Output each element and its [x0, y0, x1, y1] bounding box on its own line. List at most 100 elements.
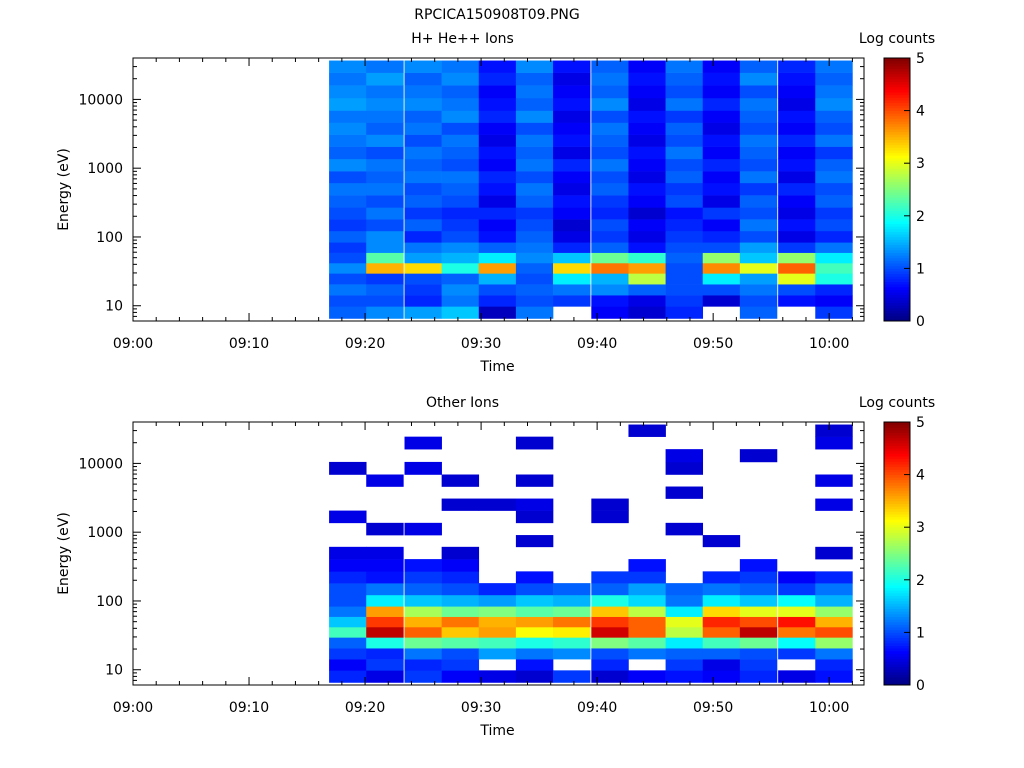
- colorbar-segment: [884, 94, 910, 98]
- heatmap-cell: [739, 263, 778, 274]
- heatmap-cell: [815, 97, 853, 111]
- colorbar-segment: [884, 653, 910, 657]
- colorbar-segment: [884, 561, 910, 565]
- heatmap-cell: [702, 583, 741, 596]
- colorbar-segment: [884, 297, 910, 301]
- heatmap-cell: [404, 158, 442, 172]
- colorbar-segment: [884, 163, 910, 167]
- colorbar-segment: [884, 152, 910, 156]
- colorbar-segment: [884, 142, 910, 146]
- heatmap-cell: [515, 606, 554, 617]
- heatmap-cell: [329, 195, 367, 208]
- heatmap-cell: [553, 252, 591, 264]
- heatmap-cell: [404, 219, 442, 232]
- heatmap-cell: [404, 306, 442, 319]
- heatmap-cell: [515, 273, 554, 285]
- colorbar-segment: [884, 168, 910, 172]
- heatmap-cell: [628, 594, 666, 607]
- heatmap-cell: [702, 207, 741, 220]
- heatmap-cell: [702, 146, 741, 160]
- heatmap-cell: [404, 583, 442, 596]
- colorbar-segment: [884, 310, 910, 314]
- heatmap-cell: [778, 594, 816, 607]
- colorbar-tick-label: 2: [916, 209, 925, 225]
- colorbar-segment: [884, 500, 910, 504]
- heatmap-cell: [778, 242, 816, 253]
- heatmap-cell: [441, 284, 480, 296]
- colorbar-segment: [884, 632, 910, 636]
- heatmap-cell: [329, 230, 367, 243]
- heatmap-cell: [553, 594, 591, 607]
- heatmap-cell: [515, 627, 554, 638]
- heatmap-cell: [778, 182, 816, 196]
- heatmap-cell: [366, 171, 404, 184]
- heatmap-cell: [441, 207, 480, 220]
- heatmap-cell: [591, 195, 629, 208]
- heatmap-cell: [815, 583, 853, 596]
- heatmap-cell: [665, 583, 704, 596]
- heatmap-cell: [366, 230, 404, 243]
- heatmap-cell: [404, 207, 442, 220]
- colorbar-segment: [884, 669, 910, 673]
- heatmap-cell: [591, 606, 629, 617]
- heatmap-cell: [739, 616, 778, 628]
- heatmap-cell: [628, 171, 666, 184]
- heatmap-cell: [478, 110, 517, 123]
- heatmap-cell: [665, 122, 704, 135]
- colorbar-segment: [884, 427, 910, 431]
- heatmap-cell: [628, 571, 666, 584]
- heatmap-cell: [591, 670, 629, 683]
- heatmap-cell: [815, 648, 853, 660]
- colorbar-segment: [884, 629, 910, 633]
- heatmap-cell: [515, 252, 554, 264]
- heatmap-cell: [702, 110, 741, 123]
- heatmap-cell: [628, 195, 666, 208]
- colorbar-segment: [884, 252, 910, 256]
- heatmap-cell: [815, 571, 853, 584]
- colorbar-segment: [884, 92, 910, 96]
- heatmap-cell: [702, 627, 741, 638]
- y-tick-label: 100: [96, 594, 123, 610]
- colorbar-segment: [884, 506, 910, 510]
- colorbar-segment: [884, 516, 910, 520]
- colorbar-segment: [884, 435, 910, 439]
- heatmap-cell: [665, 242, 704, 253]
- heatmap-cell: [329, 219, 367, 232]
- colorbar-segment: [884, 553, 910, 557]
- heatmap-cell: [739, 273, 778, 285]
- heatmap-cell: [665, 594, 704, 607]
- heatmap-cell: [478, 594, 517, 607]
- heatmap-cell: [815, 252, 853, 264]
- heatmap-cell: [815, 85, 853, 99]
- colorbar-segment: [884, 495, 910, 499]
- colorbar-segment: [884, 577, 910, 581]
- colorbar-segment: [884, 429, 910, 433]
- colorbar-segment: [884, 606, 910, 610]
- heatmap-cell: [591, 594, 629, 607]
- colorbar-segment: [884, 263, 910, 267]
- colorbar-segment: [884, 165, 910, 169]
- heatmap-cell: [515, 306, 554, 319]
- heatmap-cell: [591, 498, 629, 511]
- heatmap-cell: [329, 85, 367, 99]
- heatmap-cell: [515, 616, 554, 628]
- heatmap-cell: [553, 195, 591, 208]
- x-axis-label: Time: [479, 359, 514, 375]
- colorbar-segment: [884, 640, 910, 644]
- colorbar-segment: [884, 529, 910, 533]
- x-tick-label: 09:20: [345, 700, 385, 716]
- heatmap-cell: [478, 158, 517, 172]
- heatmap-cell: [441, 134, 480, 147]
- colorbar-segment: [884, 603, 910, 607]
- heatmap-cell: [329, 648, 367, 660]
- colorbar-tick-label: 4: [916, 468, 925, 484]
- colorbar-segment: [884, 281, 910, 285]
- heatmap-cell: [404, 242, 442, 253]
- heatmap-cell: [628, 242, 666, 253]
- heatmap-cell: [628, 182, 666, 196]
- colorbar-segment: [884, 186, 910, 190]
- heatmap-cell: [815, 263, 853, 274]
- heatmap-cell: [815, 474, 853, 487]
- colorbar-segment: [884, 493, 910, 497]
- heatmap-cell: [553, 60, 591, 73]
